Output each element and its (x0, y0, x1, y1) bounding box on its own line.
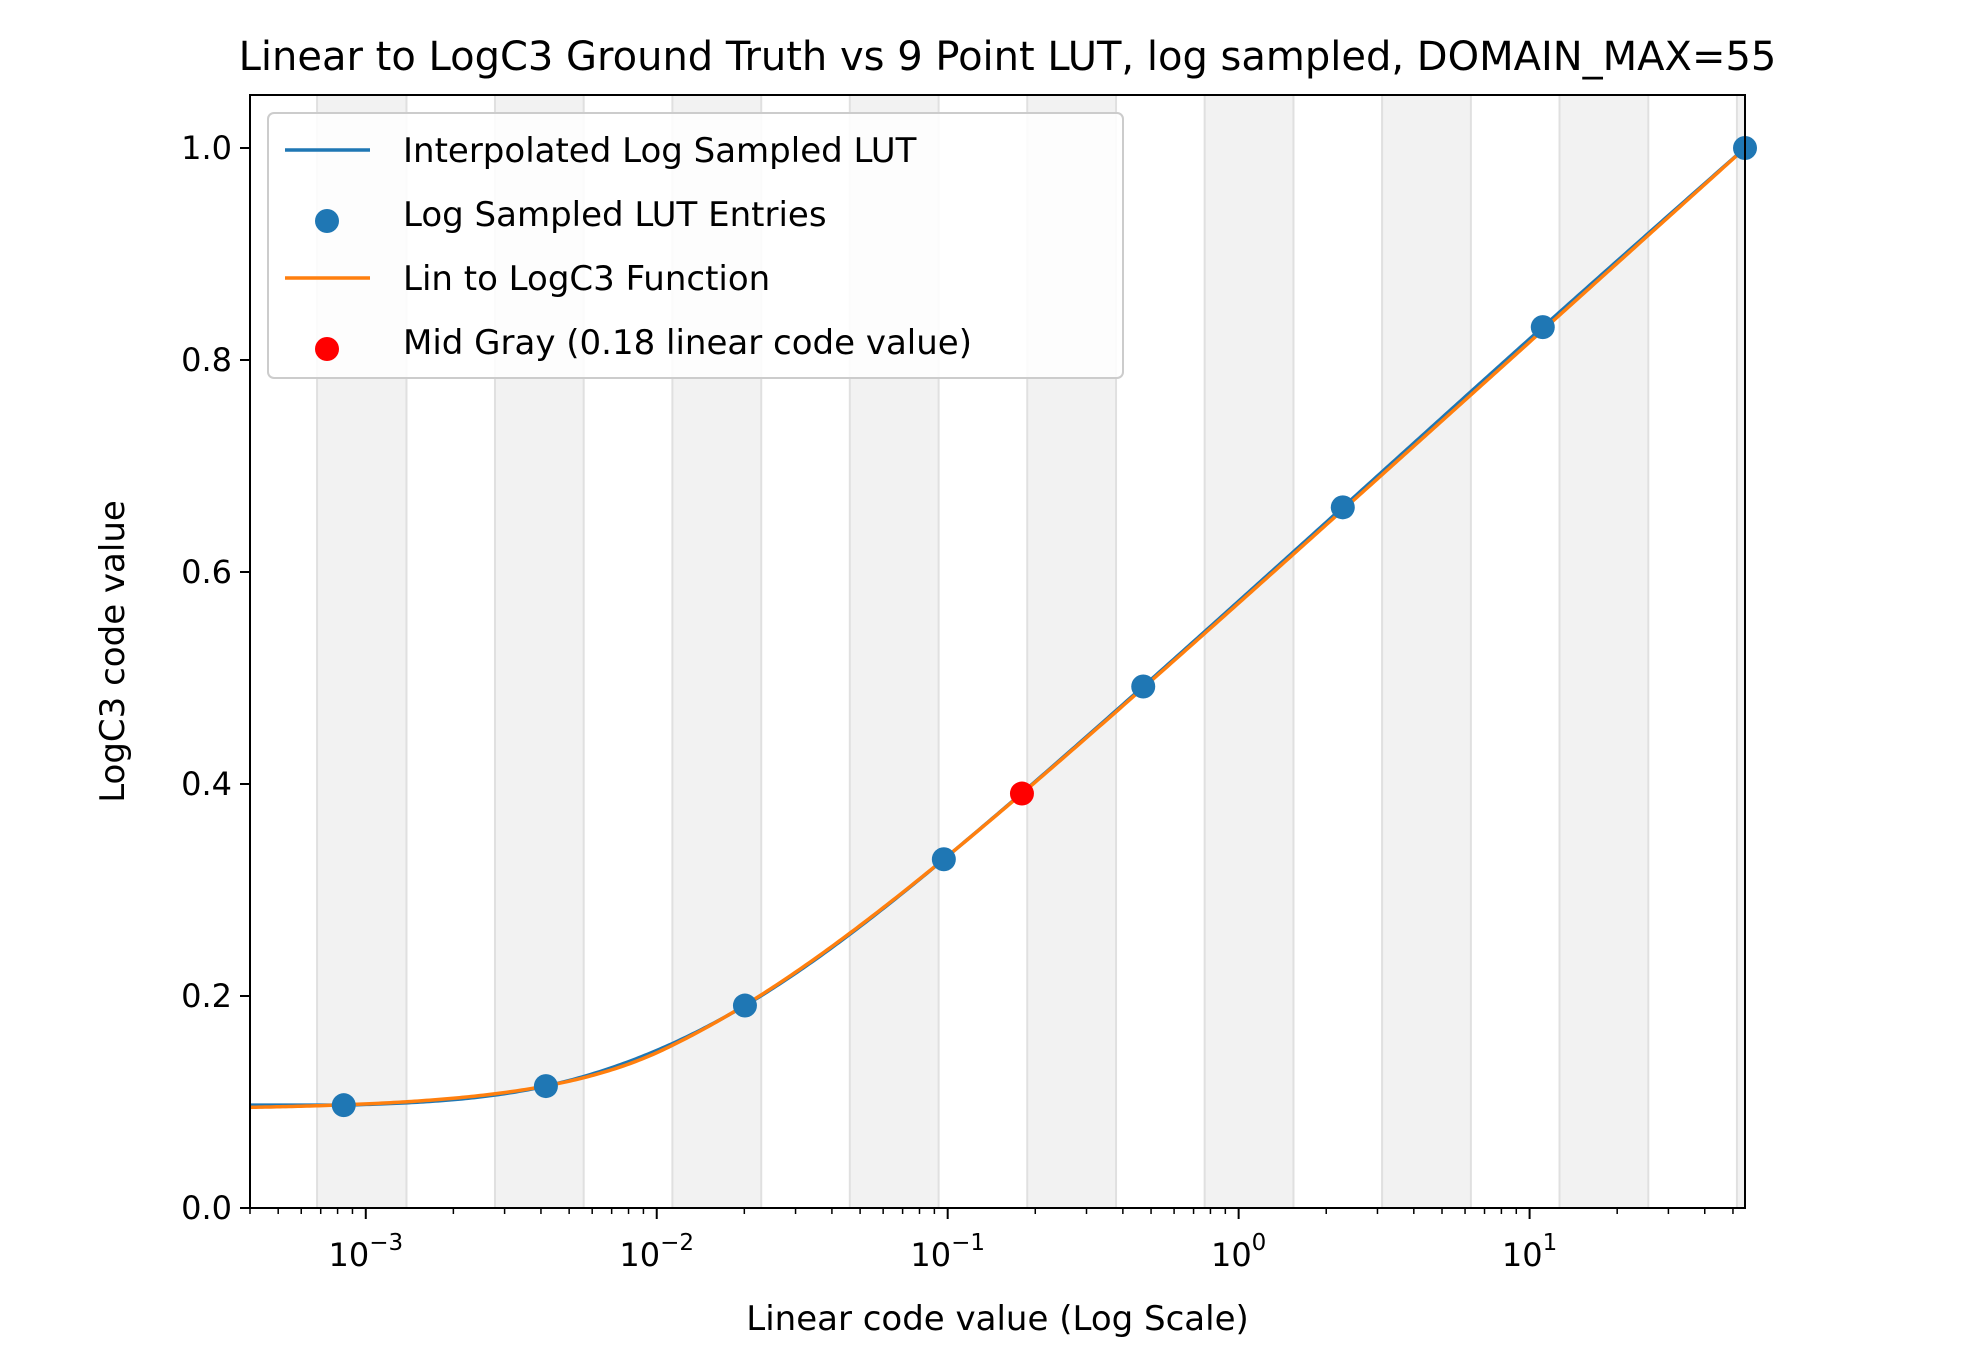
shaded-band (1736, 95, 1745, 1208)
shaded-band (1382, 95, 1471, 1208)
lut-entry-point (1131, 674, 1156, 699)
y-tick-label: 0.0 (181, 1189, 232, 1227)
lut-entry-point (331, 1093, 356, 1118)
y-tick-label: 0.6 (181, 553, 232, 591)
y-axis-ticks: 0.0 0.2 0.4 0.6 0.8 1.0 (181, 129, 250, 1227)
x-tick-label: 10−3 (328, 1230, 403, 1274)
lut-entry-point (732, 993, 757, 1018)
y-axis-label: LogC3 code value (93, 500, 133, 803)
legend: Interpolated Log Sampled LUT Log Sampled … (267, 112, 1124, 379)
x-tick-label: 100 (1211, 1230, 1266, 1274)
plot-points (331, 136, 1757, 1118)
plot-lines (249, 146, 1747, 1110)
y-tick-label: 0.2 (181, 977, 232, 1015)
mid-gray-point (1009, 781, 1034, 806)
y-tick-label: 1.0 (181, 129, 232, 167)
lut-entry-point (1530, 315, 1555, 340)
legend-entry-label: Mid Gray (0.18 linear code value) (403, 323, 972, 363)
y-tick-label: 0.8 (181, 341, 232, 379)
lut-entry-point (1330, 495, 1355, 520)
x-tick-label: 10−2 (619, 1230, 694, 1274)
legend-entry-label: Interpolated Log Sampled LUT (403, 131, 917, 171)
x-axis-label: Linear code value (Log Scale) (746, 1299, 1249, 1339)
legend-marker-swatch (315, 209, 339, 233)
logc3-function-line (249, 146, 1747, 1110)
legend-entry-label: Lin to LogC3 Function (403, 259, 770, 299)
legend-box (267, 112, 1124, 379)
plot-frame (249, 94, 1746, 1209)
lut-entry-point (931, 847, 956, 872)
legend-entry-label: Log Sampled LUT Entries (403, 195, 827, 235)
y-tick-label: 0.4 (181, 765, 232, 803)
x-axis-ticks: 10−3 10−2 10−1 100 101 (249, 1208, 1734, 1274)
legend-marker-swatch (315, 337, 339, 361)
lut-entry-point (533, 1074, 558, 1099)
x-tick-label: 10−1 (910, 1230, 985, 1274)
x-tick-label: 101 (1502, 1230, 1557, 1274)
shaded-band (1559, 95, 1649, 1208)
chart-title: Linear to LogC3 Ground Truth vs 9 Point … (239, 34, 1777, 80)
shaded-band (1204, 95, 1294, 1208)
